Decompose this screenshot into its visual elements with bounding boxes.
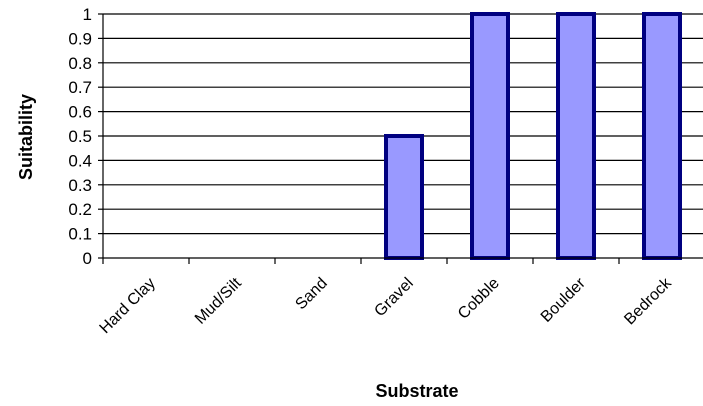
y-tick-label: 0.1 xyxy=(68,225,92,244)
x-tick-label: Cobble xyxy=(455,275,503,323)
x-tick-label: Boulder xyxy=(538,274,589,325)
x-tick-label: Sand xyxy=(292,275,330,313)
y-tick-label: 0 xyxy=(83,249,92,268)
y-tick-label: 0.5 xyxy=(68,127,92,146)
bar-gravel xyxy=(384,134,424,260)
y-tick-label: 1 xyxy=(83,5,92,24)
y-tick-label: 0.7 xyxy=(68,78,92,97)
y-tick-labels: 0 0.1 0.2 0.3 0.4 0.5 0.6 0.7 0.8 0.9 1 xyxy=(68,5,103,268)
axes xyxy=(102,14,703,259)
x-tick-label: Mud/Silt xyxy=(192,274,245,327)
y-tick-label: 0.8 xyxy=(68,54,92,73)
y-tick-label: 0.9 xyxy=(68,29,92,48)
bar-bedrock xyxy=(642,12,682,260)
y-tick-label: 0.4 xyxy=(68,151,92,170)
y-tick-label: 0.6 xyxy=(68,103,92,122)
bar-cobble xyxy=(470,12,510,260)
x-tick-label: Bedrock xyxy=(621,274,675,328)
y-tick-label: 0.3 xyxy=(68,176,92,195)
y-axis-title: Suitability xyxy=(16,94,36,180)
bars xyxy=(384,12,682,260)
bar-boulder xyxy=(556,12,596,260)
x-tick-label: Hard Clay xyxy=(97,275,159,337)
x-tick-labels: Hard Clay Mud/Silt Sand Gravel Cobble Boulder… xyxy=(97,258,676,337)
x-axis-title: Substrate xyxy=(375,381,458,401)
x-tick-label: Gravel xyxy=(371,275,416,320)
y-tick-label: 0.2 xyxy=(68,200,92,219)
